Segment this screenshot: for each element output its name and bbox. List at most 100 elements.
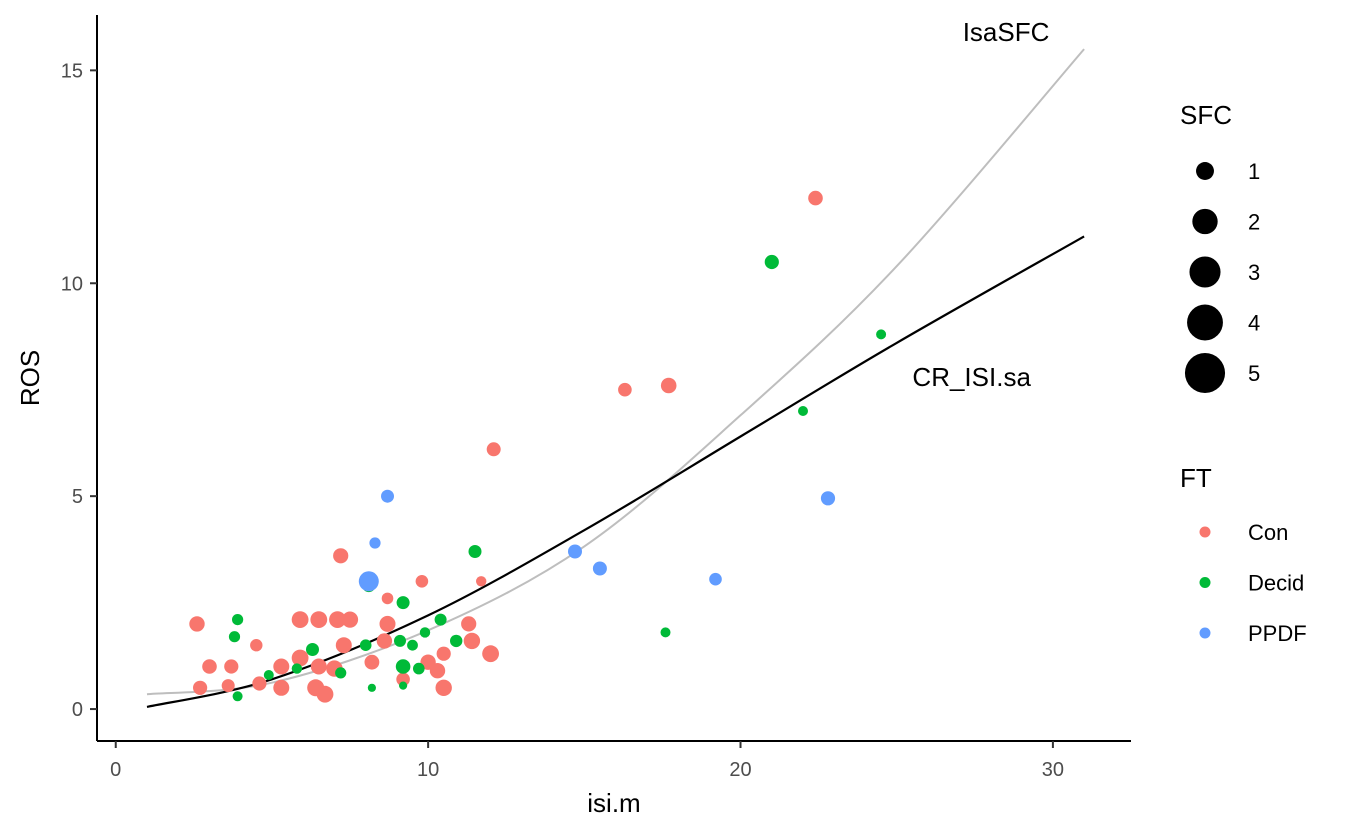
legend-size: SFC 1 2 3 4 5 [1180,100,1260,394]
curve-label: IsaSFC [963,17,1050,47]
data-point [808,190,823,206]
data-point [413,662,425,675]
data-point [434,613,447,626]
legend-size-swatch [1187,304,1223,341]
data-point [329,611,346,628]
data-point [273,658,290,675]
data-point [660,377,677,394]
data-point [396,672,410,687]
y-axis-title: ROS [15,350,45,406]
data-point [310,611,328,628]
data-point [709,572,722,586]
data-point [395,659,411,674]
data-point [486,442,501,457]
legend-size-swatch [1189,256,1221,288]
data-point [660,627,671,638]
data-point [291,611,309,628]
data-point [335,637,352,654]
data-point [618,382,632,397]
data-point [224,659,239,674]
data-point [468,545,482,558]
legend-size-title: SFC [1180,100,1232,130]
curve-isasfc [146,48,1085,696]
data-point [450,634,463,648]
legend-color-label: Con [1248,520,1288,545]
legend-size-label: 2 [1248,210,1260,235]
data-point [193,680,208,695]
data-point [316,685,334,703]
legend-color-swatch [1199,627,1211,639]
curve-label: CR_ISI.sa [912,362,1031,392]
data-point [273,679,290,696]
data-point [333,548,349,564]
y-tick-label: 5 [72,486,83,508]
data-point [335,667,347,679]
data-point [592,561,607,576]
x-tick-label: 30 [1042,759,1064,781]
legend-color-label: Decid [1248,571,1304,596]
legend-color-swatch [1199,526,1211,538]
data-point [202,659,217,674]
data-point [341,611,359,628]
data-point [820,491,836,506]
data-point [250,639,263,652]
legend-color: FT Con Decid PPDF [1180,463,1307,646]
data-point [415,575,429,588]
y-tick-label: 10 [61,273,83,295]
legend-color-swatch [1199,577,1211,588]
data-point [463,632,481,650]
data-point [435,679,452,696]
data-point [399,681,408,690]
legend-size-label: 5 [1248,361,1260,386]
data-point [394,634,406,647]
data-point [359,639,372,651]
x-tick-label: 20 [729,759,751,781]
data-point [228,631,241,643]
data-point [396,596,410,610]
data-point [568,544,582,559]
data-point [379,615,396,632]
data-point [798,406,808,416]
fitted-curves [146,48,1085,708]
y-tick-label: 0 [72,699,83,721]
data-point [189,616,205,632]
data-point [221,679,235,693]
data-point [263,670,274,680]
data-point [310,658,327,675]
legend-size-items: 1 2 3 4 5 [1184,159,1260,394]
data-point [876,329,887,340]
data-point [461,616,477,632]
data-point [764,254,779,270]
plot-panel: 0 10 20 30 0 5 10 15 IsaSFC CR_ISI.sa [61,15,1131,781]
legend-color-title: FT [1180,463,1212,493]
data-point [436,646,451,661]
legend-size-label: 3 [1248,260,1260,285]
x-tick-label: 10 [417,759,439,781]
data-point [358,571,379,592]
data-point [232,691,243,702]
curve-labels: IsaSFC CR_ISI.sa [912,17,1049,392]
y-tick-label: 15 [61,60,83,82]
data-points [189,190,887,703]
legend-size-swatch [1192,208,1218,235]
data-point [367,683,376,692]
curve-cr-isi-sa [146,235,1085,708]
data-point [419,627,431,638]
x-tick-label: 0 [110,759,121,781]
data-point [429,663,446,679]
data-point [476,576,487,587]
legend-color-items: Con Decid PPDF [1199,520,1307,646]
data-point [232,614,244,626]
legend-color-label: PPDF [1248,621,1307,646]
data-point [482,645,499,663]
x-axis-ticks: 0 10 20 30 [110,741,1064,781]
data-point [291,663,303,674]
legend-size-swatch [1196,162,1214,180]
data-point [306,643,319,656]
legend-size-label: 4 [1248,311,1260,336]
data-point [381,489,394,503]
x-axis-title: isi.m [587,788,640,818]
legend-size-label: 1 [1248,159,1260,184]
data-point [369,537,381,549]
